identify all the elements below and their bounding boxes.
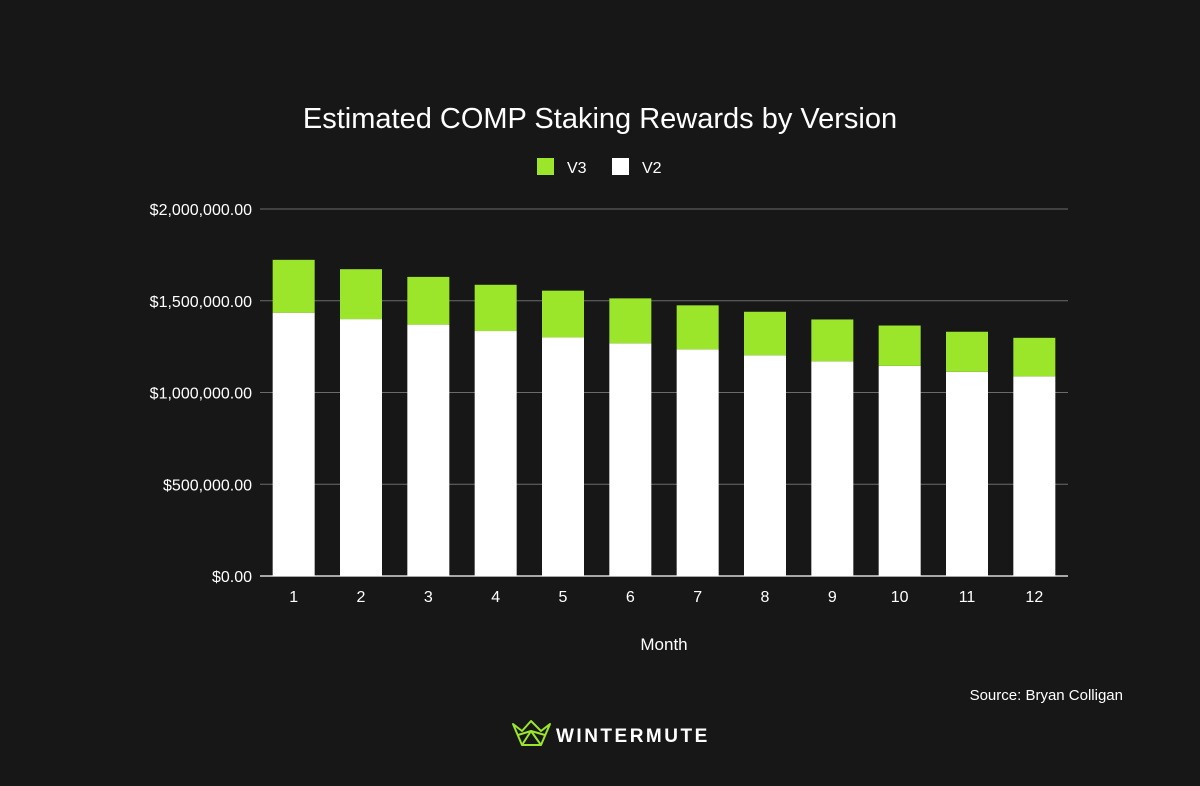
bar-v3-month-6: [609, 298, 652, 344]
x-axis-title: Month: [640, 635, 687, 654]
bar-v2-month-5: [542, 337, 584, 576]
legend-label-v2: V2: [642, 160, 662, 177]
bar-v2-month-10: [878, 365, 921, 576]
x-tick-label: 6: [626, 589, 635, 606]
bars: [272, 259, 1056, 576]
x-tick-label: 12: [1025, 589, 1043, 606]
bar-v2-month-3: [407, 324, 450, 576]
x-tick-label: 10: [891, 589, 909, 606]
x-tick-label: 9: [828, 589, 837, 606]
legend-label-v3: V3: [567, 160, 587, 177]
bar-v2-month-7: [676, 349, 719, 576]
x-tick-label: 1: [289, 589, 298, 606]
legend-swatch-v2: [612, 158, 629, 175]
brand-name: WINTERMUTE: [556, 726, 710, 747]
bar-v3-month-4: [474, 284, 517, 332]
y-tick-label: $500,000.00: [163, 477, 252, 494]
bar-v3-month-5: [542, 290, 584, 338]
bar-v3-month-2: [340, 269, 382, 320]
bar-v2-month-4: [474, 331, 517, 576]
y-tick-label: $1,500,000.00: [150, 294, 252, 311]
bar-v2-month-2: [340, 319, 382, 576]
y-tick-label: $2,000,000.00: [150, 202, 252, 219]
bar-v3-month-7: [676, 305, 719, 350]
x-tick-label: 5: [559, 589, 568, 606]
bar-v2-month-11: [946, 371, 988, 576]
bar-v2-month-9: [811, 361, 854, 576]
x-tick-label: 2: [357, 589, 366, 606]
bar-v3-month-9: [811, 319, 854, 362]
gridlines: [260, 208, 1068, 577]
x-tick-label: 11: [959, 589, 976, 606]
x-tick-label: 8: [761, 589, 770, 606]
wintermute-logo-icon: [512, 720, 551, 746]
bar-v3-month-8: [744, 311, 786, 356]
bar-v2-month-8: [744, 355, 786, 576]
bar-v3-month-11: [946, 331, 988, 372]
bar-v3-month-3: [407, 276, 450, 325]
x-axis-ticks: 1 2 3 4 5 6 7 8 9 10 11 12: [289, 589, 1043, 606]
chart-title: Estimated COMP Staking Rewards by Versio…: [303, 103, 897, 135]
x-tick-label: 7: [693, 589, 702, 606]
bar-v3-month-1: [272, 259, 315, 313]
brand: WINTERMUTE: [512, 720, 710, 747]
y-tick-label: $1,000,000.00: [150, 386, 252, 403]
bar-v2-month-1: [272, 312, 315, 576]
x-tick-label: 3: [424, 589, 433, 606]
y-tick-label: $0.00: [212, 569, 252, 586]
source-note: Source: Bryan Colligan: [970, 687, 1123, 704]
legend-swatch-v3: [537, 158, 554, 175]
x-tick-label: 4: [491, 589, 500, 606]
bar-v2-month-12: [1013, 376, 1056, 576]
bar-v3-month-10: [878, 325, 921, 366]
y-axis-ticks: $0.00 $500,000.00 $1,000,000.00 $1,500,000.…: [150, 202, 252, 586]
bar-v2-month-6: [609, 343, 652, 576]
bar-v3-month-12: [1013, 337, 1056, 377]
legend: V3 V2: [537, 158, 662, 177]
